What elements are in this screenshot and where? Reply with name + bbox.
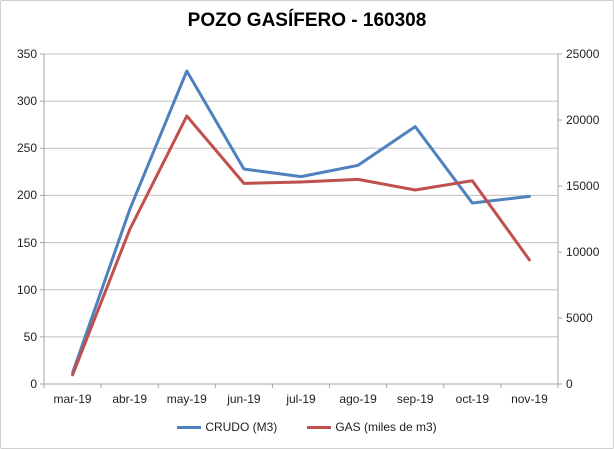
y-axis-label-left: 300 <box>16 94 37 109</box>
x-axis-label: sep-19 <box>396 392 434 406</box>
y-axis-label-right: 5000 <box>566 311 593 325</box>
y-axis-label-left: 150 <box>16 235 37 250</box>
legend-label: GAS (miles de m3) <box>335 420 437 434</box>
y-axis-label-right: 25000 <box>566 47 600 61</box>
x-axis-label: mar-19 <box>53 392 92 406</box>
legend-swatch-icon <box>177 425 202 429</box>
x-axis-label: abr-19 <box>112 392 147 406</box>
y-axis-label-left: 0 <box>30 377 37 391</box>
series-line-crudo[interactable] <box>71 69 531 375</box>
y-axis-label-right: 10000 <box>566 245 600 259</box>
series-line-gas[interactable] <box>71 114 531 377</box>
y-axis-label-left: 250 <box>16 141 37 156</box>
x-axis-label: jul-19 <box>286 392 316 406</box>
y-axis-label-left: 350 <box>16 47 37 61</box>
x-axis-label: nov-19 <box>511 392 548 406</box>
x-axis-label: jun-19 <box>227 392 261 406</box>
legend-item-crudo[interactable]: CRUDO (M3) <box>177 420 277 434</box>
y-axis-label-right: 20000 <box>566 113 600 127</box>
chart-title: POZO GASÍFERO - 160308 <box>187 10 427 31</box>
legend: CRUDO (M3) GAS (miles de m3) <box>1 420 613 434</box>
y-axis-label-left: 50 <box>23 329 37 344</box>
legend-label: CRUDO (M3) <box>205 420 278 434</box>
y-axis-label-right: 15000 <box>566 179 600 193</box>
y-axis-label-right: 0 <box>566 377 573 391</box>
y-axis-label-left: 100 <box>16 282 37 297</box>
legend-item-gas[interactable]: GAS (miles de m3) <box>307 420 437 434</box>
x-axis-label: oct-19 <box>455 392 489 406</box>
y-axis-label-left: 200 <box>16 188 37 203</box>
legend-swatch-icon <box>307 425 332 429</box>
x-axis-label: may-19 <box>166 392 207 406</box>
x-axis-label: ago-19 <box>339 392 377 406</box>
